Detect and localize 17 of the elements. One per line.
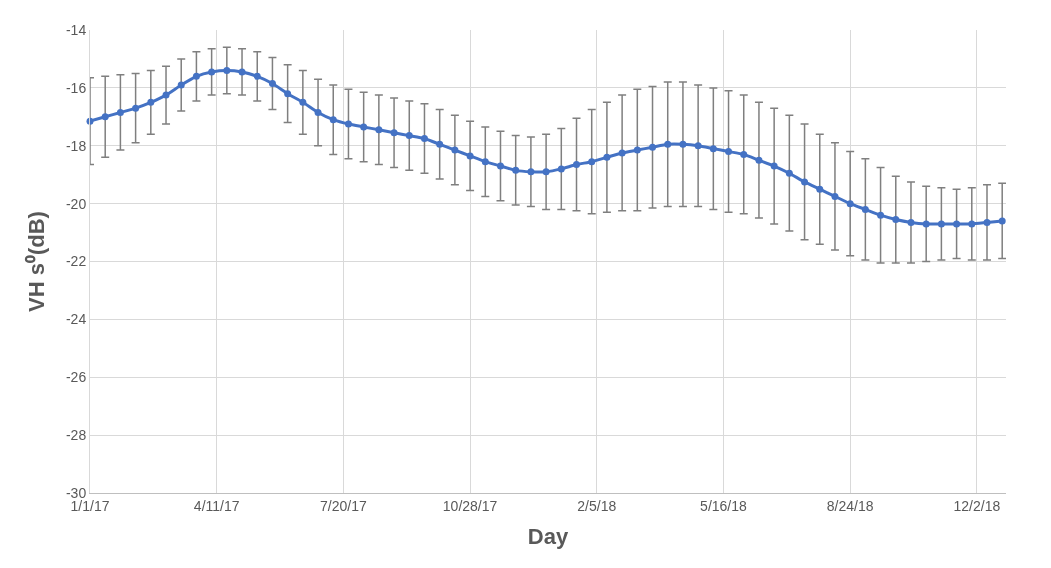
x-tick-label: 5/16/18	[700, 497, 748, 514]
x-tick-label: 4/11/17	[193, 497, 240, 514]
y-tick-label: -16	[65, 79, 87, 96]
x-tick-label: 8/24/18	[826, 497, 874, 514]
x-tick-label: 2/5/18	[577, 497, 617, 514]
y-tick-label: -14	[65, 21, 87, 38]
x-tick-label: 12/2/18	[953, 497, 1001, 514]
x-tick-label: 7/20/17	[320, 497, 367, 514]
y-tick-label: -18	[65, 137, 87, 154]
y-tick-label: -22	[65, 253, 87, 270]
y-tick-label: -24	[65, 311, 87, 328]
x-tick-label: 10/28/17	[442, 497, 498, 514]
y-tick-label: -28	[65, 427, 87, 444]
y-axis-title: VH s⁰(dB)	[23, 211, 49, 312]
x-axis-title: Day	[527, 523, 569, 549]
y-tick-label: -20	[65, 195, 87, 212]
y-tick-label: -26	[65, 369, 87, 386]
